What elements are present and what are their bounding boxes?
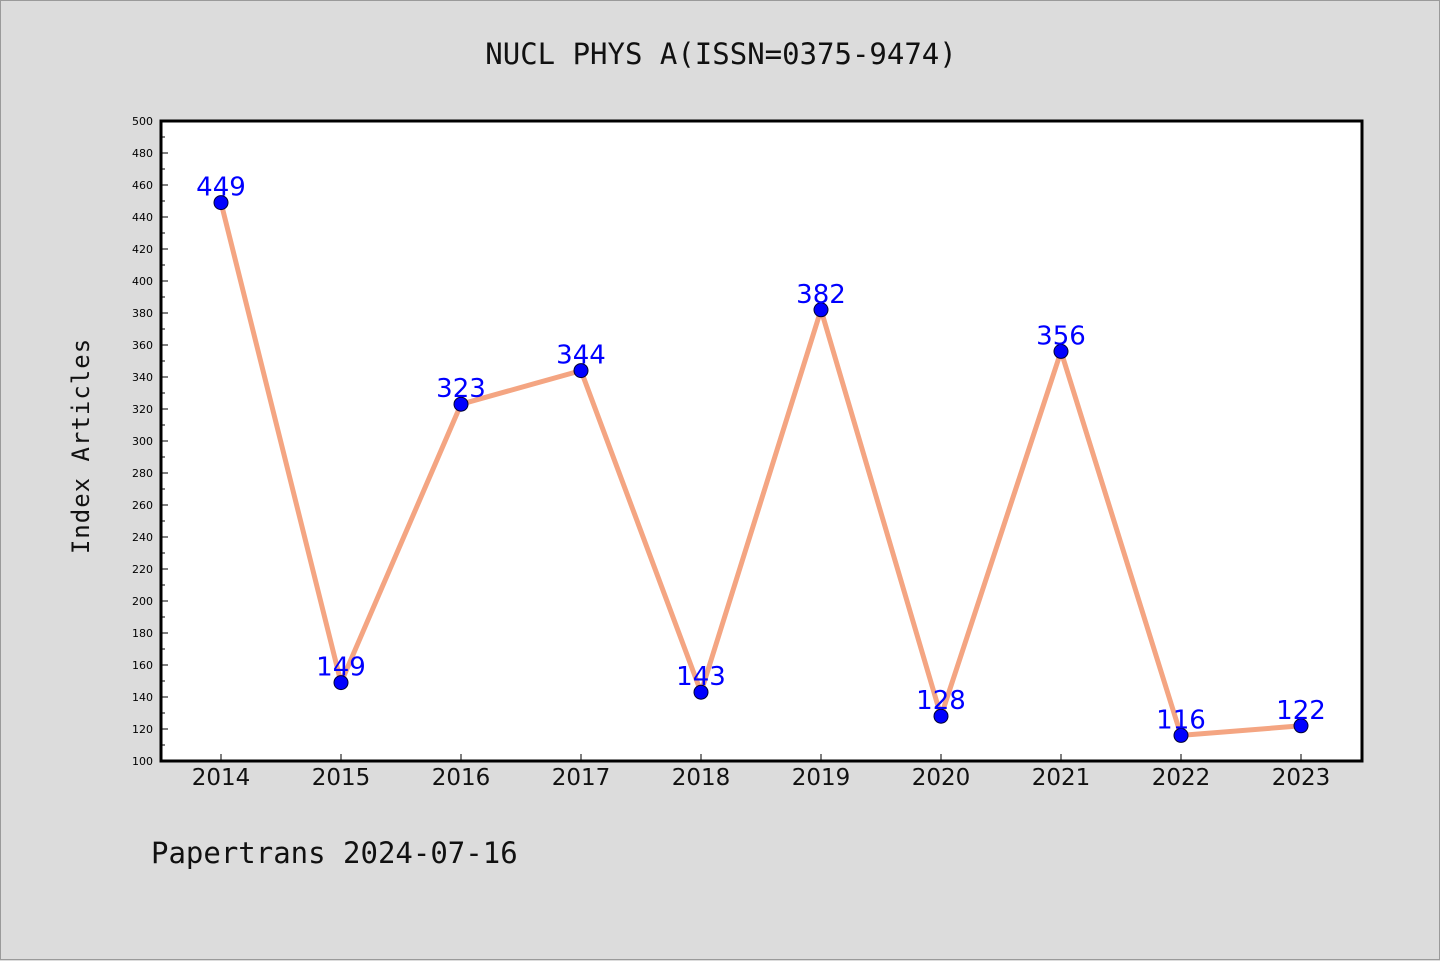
data-labels: 449 149 323 344 143 382 128 356 116 122 bbox=[196, 173, 1326, 736]
plot-frame bbox=[159, 119, 1364, 763]
data-point bbox=[333, 675, 349, 691]
data-point bbox=[1053, 343, 1069, 359]
data-label: 344 bbox=[556, 341, 606, 371]
x-tick-label: 2023 bbox=[1272, 765, 1331, 791]
y-tick-label: 300 bbox=[132, 435, 153, 448]
y-tick-label: 180 bbox=[132, 627, 153, 640]
data-point bbox=[1293, 718, 1309, 734]
y-tick-label: 480 bbox=[132, 147, 153, 160]
x-tick-label: 2022 bbox=[1152, 765, 1211, 791]
data-point bbox=[573, 363, 589, 379]
data-label: 149 bbox=[316, 653, 366, 683]
x-tick-label: 2014 bbox=[192, 765, 251, 791]
data-label: 323 bbox=[436, 374, 486, 404]
data-point bbox=[693, 684, 709, 700]
data-label: 143 bbox=[676, 662, 726, 692]
x-tick-label: 2019 bbox=[792, 765, 851, 791]
plot-background bbox=[161, 121, 1362, 761]
y-tick-label: 460 bbox=[132, 179, 153, 192]
y-tick-label: 240 bbox=[132, 531, 153, 544]
y-tick-label: 200 bbox=[132, 595, 153, 608]
x-tick-label: 2021 bbox=[1032, 765, 1091, 791]
footer-note: Papertrans 2024-07-16 bbox=[151, 836, 518, 870]
y-tick-label: 500 bbox=[132, 115, 153, 128]
data-label: 356 bbox=[1036, 321, 1086, 351]
x-tick-label: 2017 bbox=[552, 765, 611, 791]
data-point bbox=[1173, 727, 1189, 743]
y-tick-label: 220 bbox=[132, 563, 153, 576]
y-tick-label: 140 bbox=[132, 691, 153, 704]
data-label: 128 bbox=[916, 686, 966, 716]
y-axis-ticks: 100 120 140 160 180 200 220 240 260 280 300 320 340 3… bbox=[132, 115, 168, 768]
y-tick-label: 440 bbox=[132, 211, 153, 224]
y-tick-label: 400 bbox=[132, 275, 153, 288]
data-point bbox=[933, 708, 949, 724]
chart-title: NUCL PHYS A(ISSN=0375-9474) bbox=[485, 37, 957, 71]
data-point bbox=[813, 302, 829, 318]
y-tick-label: 120 bbox=[132, 723, 153, 736]
data-label: 122 bbox=[1276, 696, 1326, 726]
data-point bbox=[213, 195, 229, 211]
data-point bbox=[453, 396, 469, 412]
data-label: 449 bbox=[196, 173, 246, 203]
x-tick-label: 2018 bbox=[672, 765, 731, 791]
x-axis-ticks: 2014 2015 2016 2017 2018 2019 2020 2021 2022 2023 bbox=[192, 754, 1331, 791]
y-tick-label: 360 bbox=[132, 339, 153, 352]
y-tick-label: 320 bbox=[132, 403, 153, 416]
data-label: 116 bbox=[1156, 705, 1206, 735]
x-tick-label: 2016 bbox=[432, 765, 491, 791]
x-tick-label: 2020 bbox=[912, 765, 971, 791]
x-tick-label: 2015 bbox=[312, 765, 371, 791]
y-tick-label: 100 bbox=[132, 755, 153, 768]
y-tick-label: 340 bbox=[132, 371, 153, 384]
series-line bbox=[218, 200, 1304, 738]
y-tick-label: 260 bbox=[132, 499, 153, 512]
y-tick-label: 160 bbox=[132, 659, 153, 672]
y-tick-label: 380 bbox=[132, 307, 153, 320]
data-markers bbox=[213, 195, 1309, 743]
y-tick-label: 280 bbox=[132, 467, 153, 480]
data-label: 382 bbox=[796, 280, 846, 310]
y-tick-label: 420 bbox=[132, 243, 153, 256]
